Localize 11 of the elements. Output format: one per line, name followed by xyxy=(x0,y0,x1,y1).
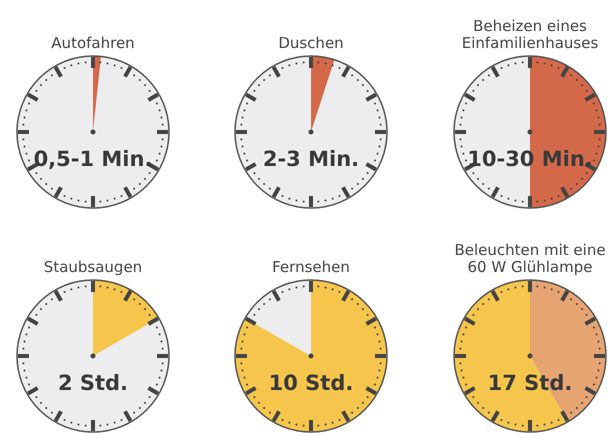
text: 2-3 Min. xyxy=(262,147,360,171)
chart-title: Fernsehen xyxy=(272,258,350,276)
text: 2 Std. xyxy=(58,371,128,395)
chart-title: Autofahren xyxy=(51,34,135,52)
text: 17 Std. xyxy=(488,371,572,395)
chart-title: Beheizen eines Einfamilienhauses xyxy=(462,17,598,52)
text: 10 Std. xyxy=(268,371,354,395)
chart-title: Duschen xyxy=(278,34,344,52)
text: 0,5-1 Min. xyxy=(34,147,152,171)
chart-title: Staubsaugen xyxy=(44,258,142,276)
chart-title: Beleuchten mit eine 60 W Glühlampe xyxy=(454,241,606,276)
